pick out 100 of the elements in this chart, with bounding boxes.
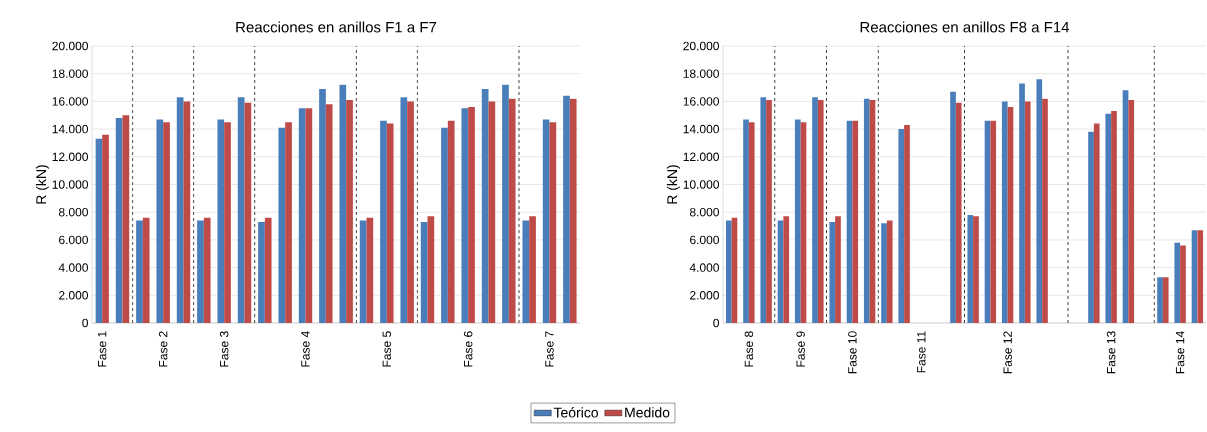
bar bbox=[461, 108, 469, 323]
bar bbox=[1088, 131, 1094, 323]
y-tick-label: 2.000 bbox=[59, 291, 89, 300]
bar bbox=[285, 122, 292, 323]
x-tick-label: Fase 3 bbox=[219, 331, 229, 367]
bar bbox=[258, 221, 265, 323]
bar bbox=[1162, 277, 1169, 323]
bar bbox=[549, 122, 557, 323]
y-tick-label: 18.000 bbox=[52, 69, 88, 78]
bar bbox=[488, 101, 496, 323]
bar bbox=[812, 97, 818, 323]
bar bbox=[176, 97, 184, 323]
bar bbox=[529, 216, 536, 323]
bar bbox=[142, 217, 150, 323]
bar bbox=[522, 220, 530, 323]
bar bbox=[881, 223, 887, 323]
bar bbox=[973, 216, 979, 323]
bar bbox=[298, 108, 306, 323]
x-tick-label: Fase 6 bbox=[463, 331, 473, 367]
bar bbox=[1042, 98, 1048, 323]
x-tick-label: Fase 1 bbox=[97, 331, 107, 367]
bar bbox=[1128, 100, 1135, 323]
bar bbox=[224, 122, 231, 323]
bar bbox=[1024, 101, 1031, 323]
bar bbox=[967, 214, 974, 323]
y-tick-label: 16.000 bbox=[52, 97, 88, 106]
bar bbox=[441, 127, 448, 323]
bar bbox=[122, 115, 130, 323]
bar bbox=[829, 221, 836, 323]
bar bbox=[794, 119, 801, 323]
bar bbox=[817, 100, 824, 323]
bar bbox=[359, 220, 367, 323]
bar bbox=[183, 101, 191, 323]
bar bbox=[898, 129, 905, 323]
x-tick-label: Fase 13 bbox=[1106, 331, 1116, 374]
bar bbox=[766, 100, 772, 323]
chart-title: Reacciones en anillos F8 a F14 bbox=[860, 21, 1070, 33]
y-tick-label: 16.000 bbox=[683, 97, 720, 106]
bar bbox=[400, 97, 408, 323]
y-tick-label: 20.000 bbox=[52, 41, 88, 51]
y-tick-label: 10.000 bbox=[683, 180, 720, 189]
bar bbox=[325, 104, 333, 323]
y-tick-label: 0 bbox=[82, 318, 89, 328]
x-tick-label: Fase 14 bbox=[1175, 331, 1185, 374]
bar bbox=[748, 122, 755, 323]
bar bbox=[203, 217, 211, 323]
bar bbox=[904, 124, 910, 323]
bar bbox=[163, 122, 170, 323]
bar bbox=[156, 119, 164, 323]
y-tick-label: 14.000 bbox=[683, 124, 720, 134]
bar bbox=[725, 220, 732, 323]
bar bbox=[447, 120, 455, 323]
bar bbox=[407, 101, 414, 323]
bar bbox=[1019, 83, 1025, 323]
bar bbox=[1180, 245, 1186, 323]
bar bbox=[563, 95, 570, 323]
bar bbox=[1197, 230, 1204, 323]
bar bbox=[1001, 101, 1008, 323]
bar bbox=[1093, 123, 1100, 323]
bar bbox=[115, 118, 123, 323]
bar bbox=[380, 120, 387, 323]
y-tick-label: 2.000 bbox=[690, 291, 720, 300]
bar bbox=[1036, 79, 1043, 323]
y-tick-label: 6.000 bbox=[690, 235, 720, 245]
bar bbox=[569, 98, 577, 323]
bar bbox=[1174, 242, 1181, 323]
bar bbox=[468, 106, 475, 323]
y-tick-label: 4.000 bbox=[58, 263, 89, 272]
bar bbox=[502, 84, 509, 323]
y-axis-title: R (kN) bbox=[666, 165, 680, 204]
x-tick-label: Fase 11 bbox=[917, 331, 926, 373]
bar bbox=[990, 120, 997, 323]
bar bbox=[743, 119, 749, 323]
x-tick-label: Fase 2 bbox=[158, 331, 168, 367]
x-tick-label: Fase 5 bbox=[382, 331, 392, 367]
legend-label: Teórico bbox=[553, 407, 599, 418]
y-tick-label: 12.000 bbox=[52, 152, 88, 162]
y-tick-label: 18.000 bbox=[683, 69, 720, 78]
bar bbox=[835, 216, 841, 323]
bar bbox=[760, 97, 767, 323]
x-tick-label: Fase 7 bbox=[545, 331, 554, 367]
bar bbox=[278, 127, 286, 323]
bar bbox=[197, 220, 204, 323]
chart-title: Reacciones en anillos F1 a F7 bbox=[236, 21, 437, 33]
bar bbox=[339, 84, 347, 323]
bar bbox=[217, 119, 225, 323]
x-tick-label: Fase 10 bbox=[848, 331, 857, 374]
bar bbox=[863, 98, 870, 323]
bar bbox=[955, 102, 962, 323]
y-tick-label: 20.000 bbox=[683, 41, 720, 51]
bar bbox=[1111, 111, 1117, 323]
y-tick-label: 8.000 bbox=[689, 207, 720, 217]
bar bbox=[508, 98, 516, 323]
y-tick-label: 6.000 bbox=[59, 235, 89, 245]
bar bbox=[852, 120, 859, 323]
y-axis-title: R (kN) bbox=[35, 165, 49, 204]
bar bbox=[319, 88, 326, 323]
bar bbox=[481, 88, 489, 323]
bar bbox=[542, 119, 550, 323]
bar bbox=[346, 100, 353, 323]
